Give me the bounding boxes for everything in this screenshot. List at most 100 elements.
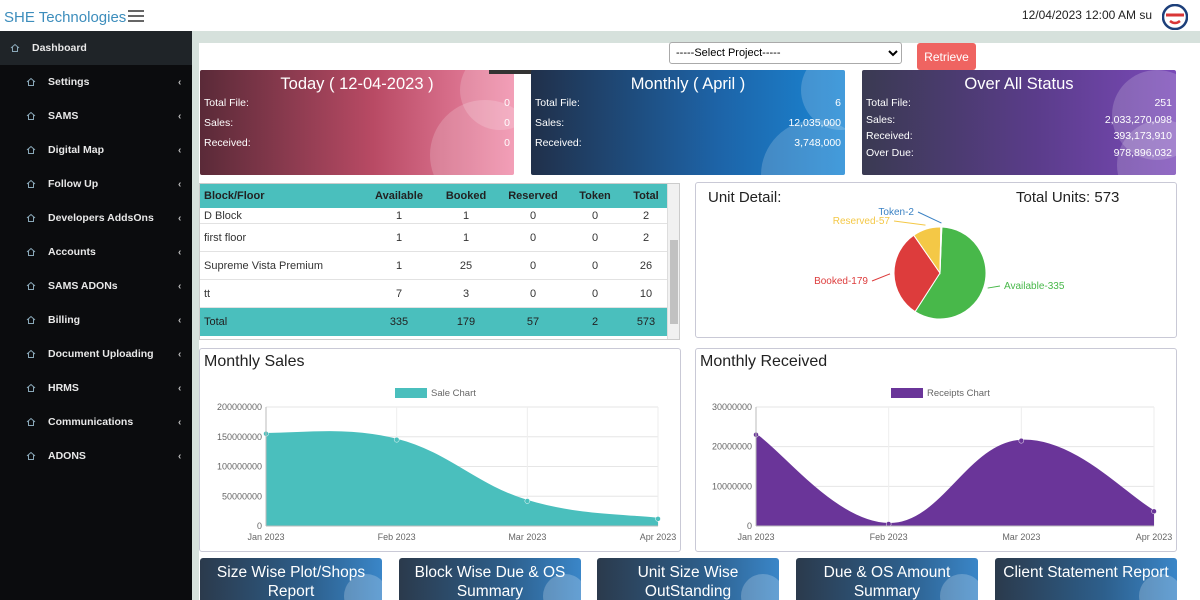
area-fill	[756, 434, 1154, 526]
chevron-left-icon: ‹	[178, 382, 182, 394]
report-button-4[interactable]: Due & OS Amount Summary	[796, 558, 978, 600]
sidebar-item-sams-adons[interactable]: SAMS ADONs ‹	[0, 269, 192, 303]
home-icon	[10, 43, 20, 52]
monthly-sales-title: Monthly Sales	[204, 353, 305, 370]
data-point[interactable]	[524, 498, 531, 504]
sidebar: Dashboard Settings ‹ SAMS ‹ Digital Map ‹ Follo…	[0, 31, 192, 600]
sidebar-item-follow-up[interactable]: Follow Up ‹	[0, 167, 192, 201]
monthly-card-title: Monthly ( April )	[630, 75, 746, 93]
sidebar-item-hrms[interactable]: HRMS ‹	[0, 371, 192, 405]
menu-toggle-icon[interactable]	[128, 10, 144, 23]
pie-slice-label: Reserved-57	[833, 216, 891, 227]
sidebar-item-label: Follow Up	[48, 178, 99, 190]
chevron-left-icon: ‹	[178, 314, 182, 326]
company-logo-icon	[1162, 4, 1188, 30]
retrieve-button[interactable]: Retrieve	[917, 43, 976, 70]
y-tick-label: 200000000	[217, 402, 262, 412]
report-button-line2: Summary	[853, 583, 921, 600]
table-row: tt 7 3 0 0 10	[200, 280, 679, 308]
table-cell: D Block	[204, 209, 242, 222]
report-button-5[interactable]: Client Statement Report	[995, 558, 1177, 600]
report-button-line1: Block Wise Due & OS	[414, 564, 566, 581]
pie-leader-line	[987, 285, 1001, 289]
home-icon	[26, 383, 36, 392]
table-cell: 0	[591, 231, 599, 244]
sidebar-item-communications[interactable]: Communications ‹	[0, 405, 192, 439]
x-tick-label: Feb 2023	[870, 532, 908, 542]
column-header[interactable]: Block/Floor	[204, 190, 265, 202]
legend-label[interactable]: Receipts Chart	[927, 388, 990, 399]
sidebar-item-billing[interactable]: Billing ‹	[0, 303, 192, 337]
sidebar-item-label: Billing	[48, 314, 81, 326]
monthly-received-card: 0 10000000 20000000 30000000 Jan 2023 Feb 202…	[695, 348, 1177, 552]
data-point[interactable]	[885, 521, 892, 527]
legend-swatch[interactable]	[891, 388, 923, 398]
sidebar-item-settings[interactable]: Settings ‹	[0, 65, 192, 99]
chevron-left-icon: ‹	[178, 110, 182, 122]
table-cell: 0	[529, 231, 537, 244]
table-scrollbar[interactable]	[667, 184, 679, 339]
sidebar-item-sams[interactable]: SAMS ‹	[0, 99, 192, 133]
monthly-sales-label: Sales:	[535, 117, 565, 129]
today-sales-value: 0	[504, 117, 510, 129]
legend-swatch[interactable]	[395, 388, 427, 398]
unit-detail-card: Unit Detail: Total Units: 573 Available-…	[695, 182, 1177, 338]
y-tick-label: 50000000	[222, 491, 262, 501]
table-cell: 26	[639, 259, 653, 272]
x-tick-label: Feb 2023	[378, 532, 416, 542]
data-point[interactable]	[1151, 508, 1157, 515]
pie-slice[interactable]	[893, 234, 941, 313]
overall-overdue-value: 978,896,032	[1113, 147, 1172, 159]
project-select[interactable]: -----Select Project-----	[669, 42, 902, 64]
home-icon	[26, 349, 36, 358]
pie-leader-line	[871, 273, 891, 282]
column-header[interactable]: Available	[375, 190, 423, 202]
table-cell: 57	[526, 316, 540, 328]
overall-overdue-label: Over Due:	[866, 147, 914, 159]
brand-title[interactable]: SHE Technologies	[4, 9, 127, 26]
sidebar-item-digital-map[interactable]: Digital Map ‹	[0, 133, 192, 167]
report-button-3[interactable]: Unit Size Wise OutStanding	[597, 558, 779, 600]
column-header[interactable]: Reserved	[508, 190, 558, 202]
home-icon	[26, 315, 36, 324]
report-button-line2: Summary	[456, 583, 524, 600]
decor-bubble	[1112, 70, 1176, 160]
report-button-line1: Client Statement Report	[1003, 564, 1169, 581]
table-cell: 0	[529, 287, 537, 300]
table-cell: first floor	[204, 231, 247, 244]
monthly-sales-chart: 0 50000000 100000000 150000000 200000000 Jan …	[217, 388, 676, 542]
pie-slice-label: Available-335	[1004, 281, 1065, 292]
sidebar-item-label: Developers AddsOns	[48, 212, 154, 224]
unit-detail-title: Unit Detail:	[708, 189, 782, 206]
sidebar-item-dashboard[interactable]: Dashboard	[0, 31, 192, 65]
table-cell: 25	[459, 259, 473, 272]
overall-sales-label: Sales:	[866, 114, 896, 126]
y-tick-label: 10000000	[712, 481, 752, 491]
x-tick-label: Jan 2023	[247, 532, 284, 542]
column-header[interactable]: Total	[633, 190, 659, 202]
chevron-left-icon: ‹	[178, 348, 182, 360]
column-header[interactable]: Token	[579, 190, 611, 202]
pie-slice[interactable]	[914, 226, 987, 320]
table-cell: 0	[529, 259, 537, 272]
legend-label[interactable]: Sale Chart	[431, 388, 476, 399]
home-icon	[26, 179, 36, 188]
sidebar-item-adons[interactable]: ADONS ‹	[0, 439, 192, 473]
report-button-2[interactable]: Block Wise Due & OS Summary	[399, 558, 581, 600]
report-button-1[interactable]: Size Wise Plot/Shops Report	[200, 558, 382, 600]
data-point[interactable]	[1018, 437, 1025, 444]
pie-slice[interactable]	[939, 226, 943, 274]
column-header[interactable]: Booked	[445, 190, 487, 202]
table-cell: 179	[456, 316, 476, 328]
overall-sales-value: 2,033,270,098	[1104, 114, 1172, 126]
overall-card-title: Over All Status	[964, 75, 1074, 93]
sidebar-item-developers-addsons[interactable]: Developers AddsOns ‹	[0, 201, 192, 235]
unit-total-label: Total Units: 573	[1016, 189, 1120, 206]
table-cell: 1	[462, 209, 470, 222]
scrollbar-thumb[interactable]	[670, 240, 678, 324]
sidebar-item-accounts[interactable]: Accounts ‹	[0, 235, 192, 269]
unit-pie-chart: Available-335 Booked-179 Reserved-57Token-…	[814, 207, 1065, 320]
sidebar-item-document-uploading[interactable]: Document Uploading ‹	[0, 337, 192, 371]
data-point[interactable]	[393, 436, 400, 443]
data-point[interactable]	[655, 516, 661, 522]
